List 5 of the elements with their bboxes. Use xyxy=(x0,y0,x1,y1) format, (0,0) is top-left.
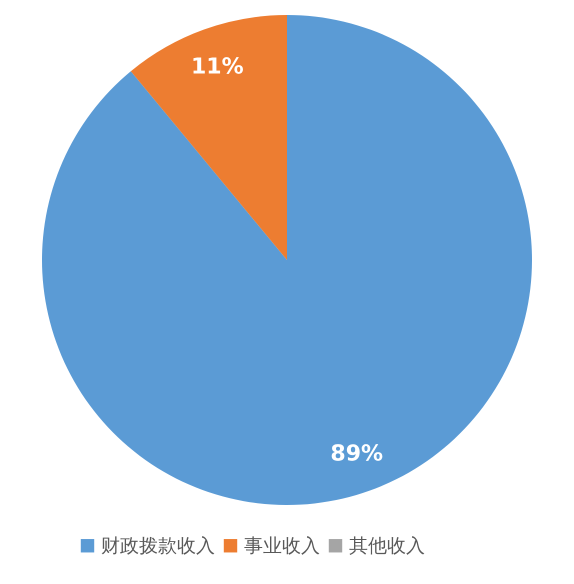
legend-label: 其他收入 xyxy=(349,534,425,557)
legend-label: 事业收入 xyxy=(244,534,320,557)
data-label: 11% xyxy=(190,54,244,80)
data-label: 89% xyxy=(330,442,384,467)
legend-label: 财政拨款收入 xyxy=(101,534,215,557)
